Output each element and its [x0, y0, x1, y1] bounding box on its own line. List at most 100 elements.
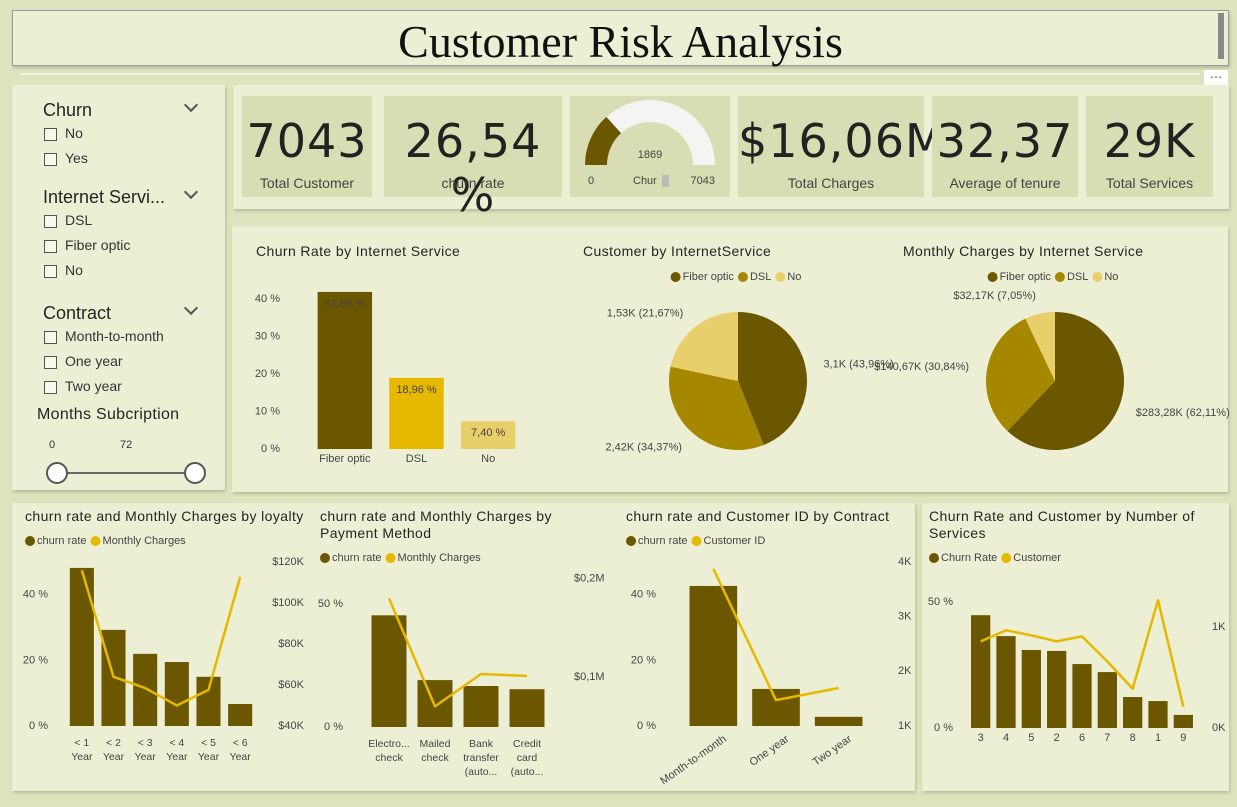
y-tick-label: $60K	[278, 679, 304, 691]
x-tick-label: 1	[1155, 732, 1161, 744]
bar	[317, 291, 373, 449]
legend-marker	[1001, 553, 1012, 563]
x-tick-label: 6	[1079, 732, 1085, 744]
y-tick-label: 50 %	[318, 598, 343, 610]
gauge-label: Chur	[633, 175, 657, 187]
chart-title: Customer by InternetService	[583, 243, 772, 259]
y-tick-label: 50 %	[928, 596, 953, 608]
gauge-min: 0	[588, 175, 594, 187]
legend-marker	[1054, 272, 1065, 282]
x-tick-label: < 5 Year	[197, 737, 220, 763]
checkbox[interactable]	[44, 265, 57, 278]
y-tick-label: 0K	[1212, 722, 1226, 734]
y-tick-label: 40 %	[23, 589, 48, 601]
more-options[interactable]: ⋯	[1204, 70, 1228, 88]
line	[387, 597, 528, 708]
legend-marker	[25, 536, 35, 546]
y-tick-label: 2K	[898, 665, 912, 677]
slicer-option[interactable]: One year	[65, 353, 123, 369]
range-handle[interactable]	[184, 462, 206, 484]
x-tick-label: 7	[1104, 732, 1110, 744]
pie-slice	[670, 312, 738, 381]
bar	[196, 676, 221, 726]
checkbox[interactable]	[44, 356, 57, 369]
title-bar: Customer Risk Analysis	[12, 10, 1229, 67]
slicer-option[interactable]: Fiber optic	[65, 237, 131, 253]
gauge-track	[585, 100, 715, 165]
legend-marker	[385, 553, 396, 563]
slicer-option[interactable]: No	[65, 125, 83, 141]
slicer-panel	[12, 85, 225, 490]
pie-label: 2,42K (34,37%)	[605, 441, 681, 453]
kpi-card: 7043 Total Customer	[242, 96, 372, 197]
legend-marker	[775, 272, 786, 282]
slicer-option[interactable]: Two year	[65, 378, 122, 394]
y-tick-label: 40 %	[255, 293, 280, 305]
legend-marker	[320, 553, 330, 563]
bar	[228, 704, 253, 726]
y-tick-label: $100K	[272, 597, 304, 609]
legend-label: DSL	[750, 271, 771, 283]
pie-label: $283,28K (62,11%)	[1136, 407, 1230, 419]
pie-label: 3,1K (43,96%)	[823, 358, 893, 370]
bar	[133, 653, 158, 726]
legend-marker	[1092, 272, 1103, 282]
checkbox[interactable]	[44, 331, 57, 344]
bar	[752, 688, 800, 726]
y-tick-label: 20 %	[255, 368, 280, 380]
slicer-option[interactable]: Month-to-month	[65, 328, 164, 344]
pie-slice	[1025, 312, 1055, 381]
x-tick-label: No	[481, 453, 495, 465]
slicer-title: Internet Servi...	[43, 187, 166, 207]
bar	[389, 377, 444, 449]
bar	[1021, 649, 1041, 728]
legend-label: churn rate	[37, 535, 87, 547]
x-tick-label: Bank transfer (auto...	[463, 738, 499, 778]
scrollbar	[1218, 13, 1224, 59]
y-tick-label: 1K	[898, 720, 912, 732]
gauge-fill	[585, 116, 622, 165]
x-tick-label: < 3 Year	[134, 737, 156, 763]
x-tick-label: Credit card (auto...	[510, 738, 544, 778]
legend-label: Fiber optic	[1000, 271, 1052, 283]
x-tick-label: Fiber optic	[319, 453, 371, 465]
pie-slice	[669, 366, 764, 451]
range-handle[interactable]	[46, 462, 68, 484]
bar	[1173, 714, 1193, 728]
bar	[1148, 701, 1168, 728]
legend-label: churn rate	[332, 552, 382, 564]
legend-label: churn rate	[638, 535, 688, 547]
range-max: 72	[120, 439, 133, 451]
checkbox[interactable]	[44, 381, 57, 394]
y-tick-label: $0,1M	[574, 671, 605, 683]
y-tick-label: 0 %	[29, 720, 48, 732]
checkbox[interactable]	[44, 215, 57, 228]
slicer-option[interactable]: No	[65, 262, 83, 278]
y-tick-label: 1K	[1212, 621, 1226, 633]
legend-label: Monthly Charges	[398, 552, 482, 564]
line	[980, 598, 1185, 708]
bar-value-label: 18,96 %	[396, 384, 437, 396]
y-tick-label: $120K	[272, 556, 304, 568]
legend-marker	[670, 272, 681, 282]
slicer-title: Contract	[43, 303, 112, 323]
bar	[371, 615, 407, 727]
x-tick-label: 3	[978, 732, 984, 744]
x-tick-label: One year	[747, 733, 791, 769]
kpi-label: churn rate	[441, 175, 505, 191]
slicer-option[interactable]: Yes	[65, 150, 88, 166]
slicer-option[interactable]: DSL	[65, 212, 93, 228]
legend-label: Churn Rate	[941, 552, 997, 564]
x-tick-label: DSL	[406, 453, 427, 465]
y-tick-label: 30 %	[255, 330, 280, 342]
kpi-card: 26,54 % churn rate	[384, 96, 562, 222]
pie-label: 1,53K (21,67%)	[607, 307, 683, 319]
checkbox[interactable]	[44, 128, 57, 141]
checkbox[interactable]	[44, 153, 57, 166]
checkbox[interactable]	[44, 240, 57, 253]
bar	[689, 585, 738, 726]
bar	[996, 636, 1016, 728]
kpi-value: $16,06M	[738, 114, 946, 168]
gauge-label-swatch	[662, 175, 669, 187]
